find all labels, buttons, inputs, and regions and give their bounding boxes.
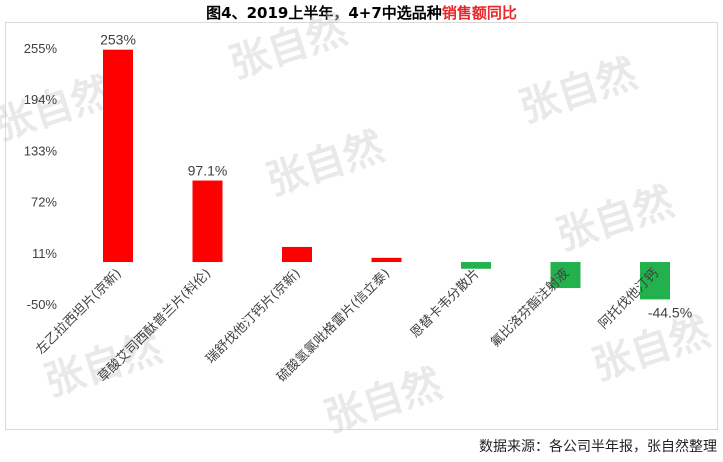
data-label: 253% <box>100 32 136 48</box>
y-tick-label: 11% <box>32 246 57 261</box>
watermark-text: 张自然 <box>514 51 642 132</box>
bar <box>282 246 312 263</box>
watermark-text: 张自然 <box>0 69 117 150</box>
category-label: 氟比洛芬酯注射液 <box>487 266 572 351</box>
data-label: 97.1% <box>188 163 228 179</box>
y-tick-label: -50% <box>27 297 58 312</box>
y-tick-label: 133% <box>24 143 58 158</box>
y-tick-label: 255% <box>24 41 58 56</box>
data-labels-layer: 253% 97.1% -44.5% <box>100 32 692 321</box>
watermark-text: 张自然 <box>261 124 389 205</box>
bar <box>192 180 223 263</box>
category-label: 瑞舒伐他汀钙片(京新) <box>203 266 304 367</box>
bar <box>461 262 491 269</box>
chart-title-main: 图4、2019上半年，4+7中选品种 <box>206 4 442 22</box>
bar <box>103 49 133 263</box>
bar <box>371 257 402 263</box>
y-ticks-layer: 255% 194% 133% 72% 11% -50% <box>24 41 58 312</box>
watermark-text: 张自然 <box>319 361 447 442</box>
y-tick-label: 194% <box>24 92 58 107</box>
chart-title: 图4、2019上半年，4+7中选品种销售额同比 <box>0 2 723 23</box>
bar <box>550 262 581 289</box>
chart-title-highlight: 销售额同比 <box>441 4 517 22</box>
bars-layer <box>103 49 670 300</box>
watermark-text: 张自然 <box>551 179 679 260</box>
y-tick-label: 72% <box>31 195 57 210</box>
source-note: 数据来源：各公司半年报，张自然整理 <box>479 439 717 455</box>
chart-frame <box>5 22 718 430</box>
category-label: 恩替卡韦分散片 <box>408 266 483 341</box>
watermark-text: 张自然 <box>224 7 352 88</box>
bar <box>640 262 670 300</box>
data-label: -44.5% <box>648 304 692 320</box>
